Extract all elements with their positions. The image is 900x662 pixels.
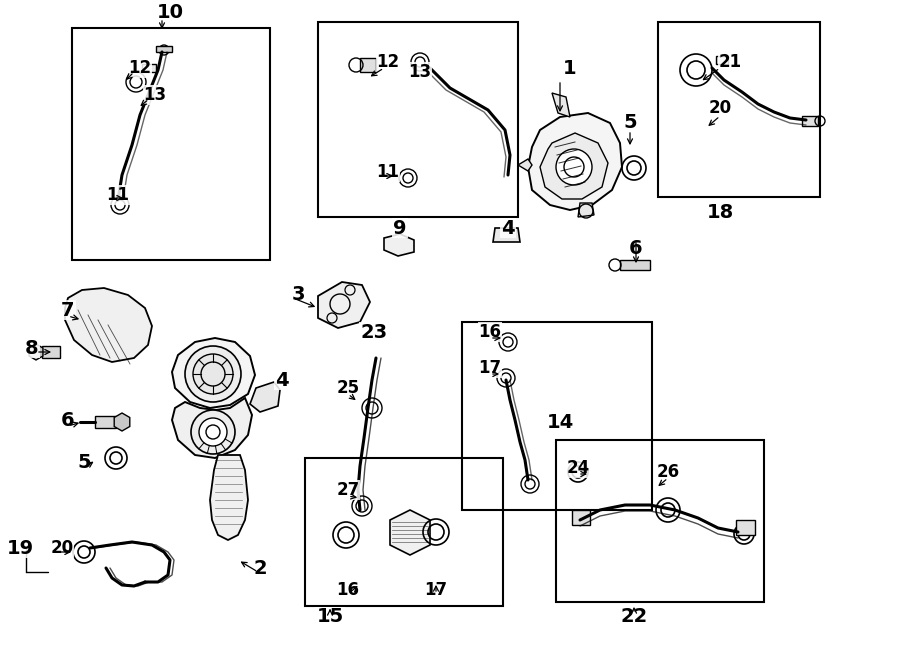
Polygon shape (29, 344, 43, 360)
Polygon shape (360, 58, 376, 72)
Polygon shape (578, 203, 594, 217)
Text: 6: 6 (61, 410, 75, 430)
Polygon shape (390, 510, 430, 555)
Text: 24: 24 (566, 459, 590, 477)
Text: 11: 11 (106, 186, 130, 204)
Polygon shape (95, 416, 116, 428)
Text: 19: 19 (6, 538, 33, 557)
Text: 27: 27 (337, 481, 360, 499)
Text: 23: 23 (360, 322, 388, 342)
Text: 12: 12 (376, 53, 400, 71)
Polygon shape (250, 382, 280, 412)
Polygon shape (528, 113, 622, 210)
Circle shape (193, 354, 233, 394)
Text: 16: 16 (479, 323, 501, 341)
Circle shape (191, 410, 235, 454)
Circle shape (199, 418, 227, 446)
Bar (318, 22, 518, 217)
Text: 10: 10 (157, 3, 184, 21)
Polygon shape (172, 338, 255, 408)
Text: 7: 7 (61, 301, 75, 320)
Polygon shape (552, 93, 570, 117)
Polygon shape (384, 234, 414, 256)
Text: 26: 26 (656, 463, 680, 481)
Text: 22: 22 (620, 608, 648, 626)
Text: 5: 5 (623, 113, 637, 132)
Text: 20: 20 (50, 539, 74, 557)
Text: 15: 15 (317, 608, 344, 626)
Bar (462, 322, 652, 510)
Bar (658, 22, 820, 197)
Text: 13: 13 (143, 86, 166, 104)
Text: 5: 5 (77, 453, 91, 471)
Text: 12: 12 (129, 59, 151, 77)
Text: 11: 11 (376, 163, 400, 181)
Text: 1: 1 (563, 58, 577, 77)
Polygon shape (736, 520, 755, 535)
Polygon shape (493, 228, 520, 242)
Polygon shape (156, 46, 172, 52)
Text: 9: 9 (393, 218, 407, 238)
Text: 20: 20 (708, 99, 732, 117)
Text: 13: 13 (409, 63, 432, 81)
Text: 2: 2 (253, 559, 266, 577)
Text: 17: 17 (425, 581, 447, 599)
Circle shape (556, 149, 592, 185)
Text: 8: 8 (25, 338, 39, 357)
Circle shape (185, 346, 241, 402)
Text: 4: 4 (501, 218, 515, 238)
Polygon shape (65, 288, 152, 362)
Bar (72, 28, 270, 260)
Text: 3: 3 (292, 285, 305, 305)
Polygon shape (172, 398, 252, 458)
Polygon shape (716, 56, 728, 64)
Bar (556, 440, 764, 602)
Text: 16: 16 (337, 581, 359, 599)
Text: 18: 18 (706, 203, 733, 222)
Text: 14: 14 (546, 412, 573, 432)
Text: 21: 21 (718, 53, 742, 71)
Text: 25: 25 (337, 379, 360, 397)
Polygon shape (42, 346, 60, 358)
Bar (305, 458, 503, 606)
Polygon shape (518, 159, 532, 171)
Polygon shape (620, 260, 650, 270)
Polygon shape (142, 64, 156, 72)
Polygon shape (210, 455, 248, 540)
Polygon shape (572, 510, 590, 525)
Polygon shape (802, 116, 818, 126)
Text: 17: 17 (479, 359, 501, 377)
Text: 6: 6 (629, 238, 643, 258)
Polygon shape (540, 133, 608, 199)
Polygon shape (318, 282, 370, 328)
Text: 4: 4 (275, 371, 289, 389)
Polygon shape (114, 413, 130, 431)
